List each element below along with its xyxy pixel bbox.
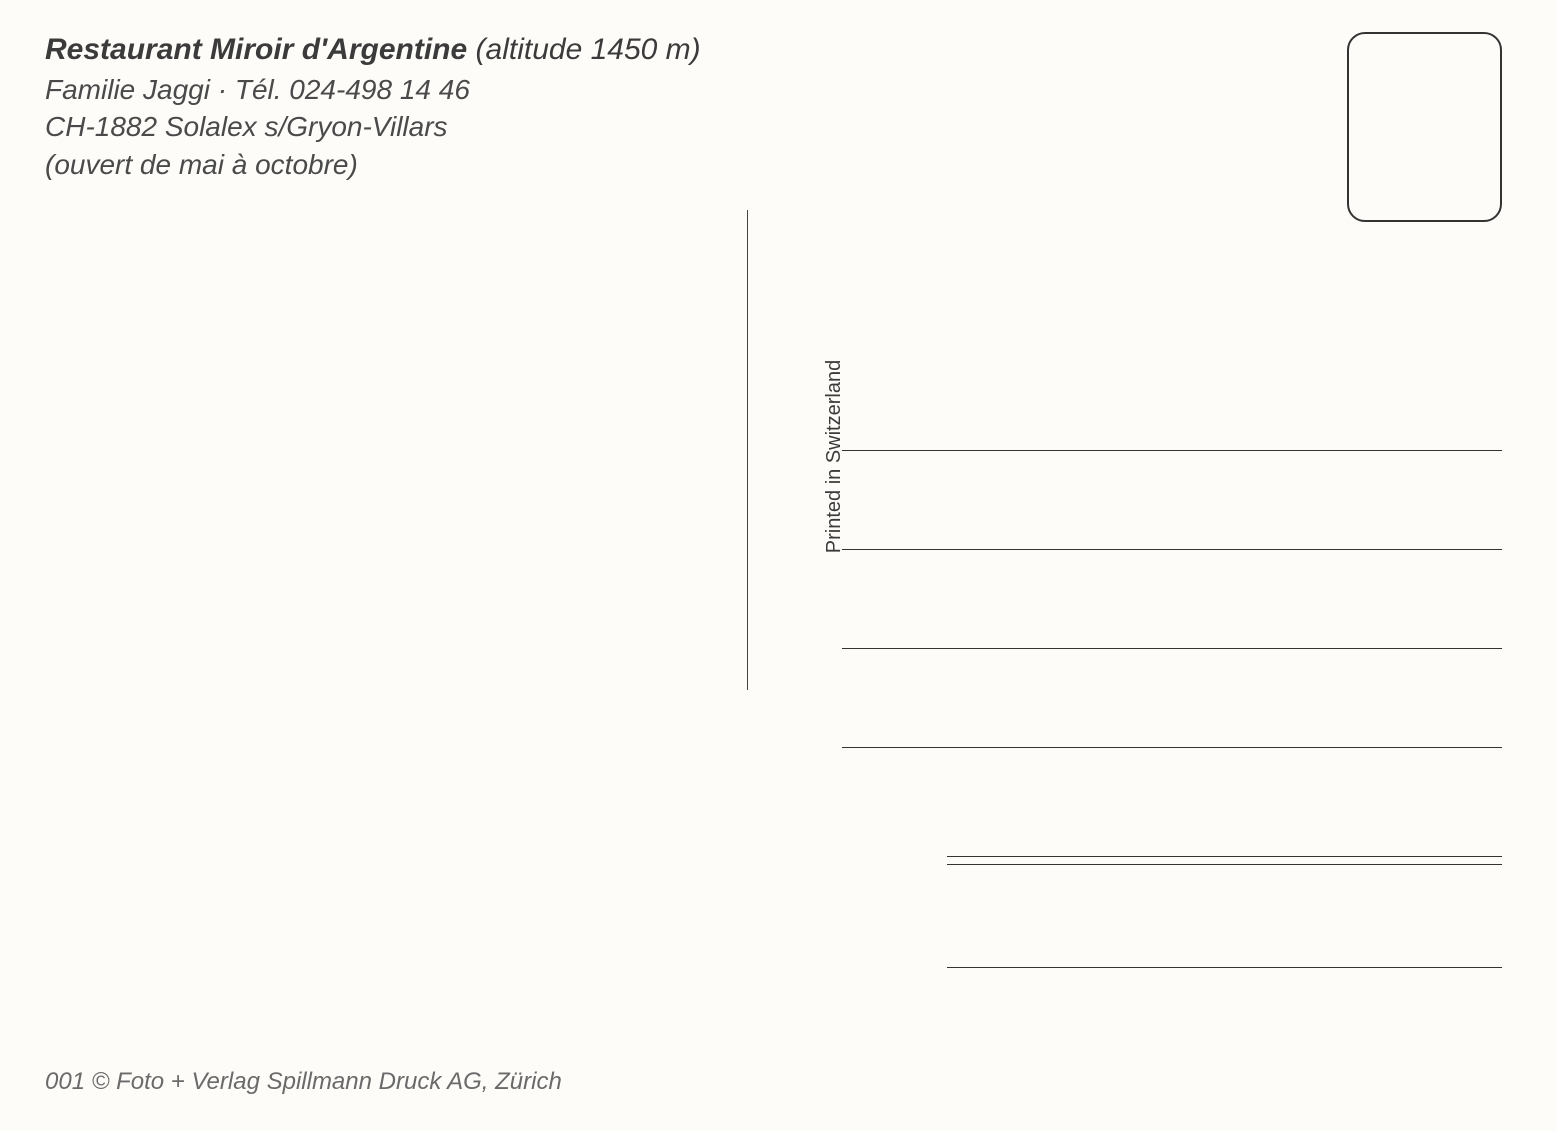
footer-copyright: 001 © Foto + Verlag Spillmann Druck AG, … xyxy=(45,1068,562,1096)
restaurant-name: Restaurant Miroir d'Argentine xyxy=(45,33,467,66)
address-line: CH-1882 Solalex s/Gryon-Villars xyxy=(45,108,701,146)
family-phone-line: Familie Jaggi · Tél. 024-498 14 46 xyxy=(45,71,701,109)
altitude-text: (altitude 1450 m) xyxy=(467,33,700,66)
center-divider xyxy=(747,210,748,690)
address-rule-1 xyxy=(842,450,1502,451)
postcard-container: Restaurant Miroir d'Argentine (altitude … xyxy=(0,0,1557,1131)
address-lines-block xyxy=(842,450,1502,846)
address-rule-2 xyxy=(842,549,1502,550)
address-rule-short-3 xyxy=(947,967,1502,968)
address-rule-short-1 xyxy=(947,856,1502,857)
address-rule-3 xyxy=(842,648,1502,649)
address-rule-4 xyxy=(842,747,1502,748)
opening-line: (ouvert de mai à octobre) xyxy=(45,146,701,184)
header-block: Restaurant Miroir d'Argentine (altitude … xyxy=(45,30,701,184)
address-rule-short-2 xyxy=(947,864,1502,865)
title-line: Restaurant Miroir d'Argentine (altitude … xyxy=(45,30,701,71)
stamp-placeholder xyxy=(1347,32,1502,222)
